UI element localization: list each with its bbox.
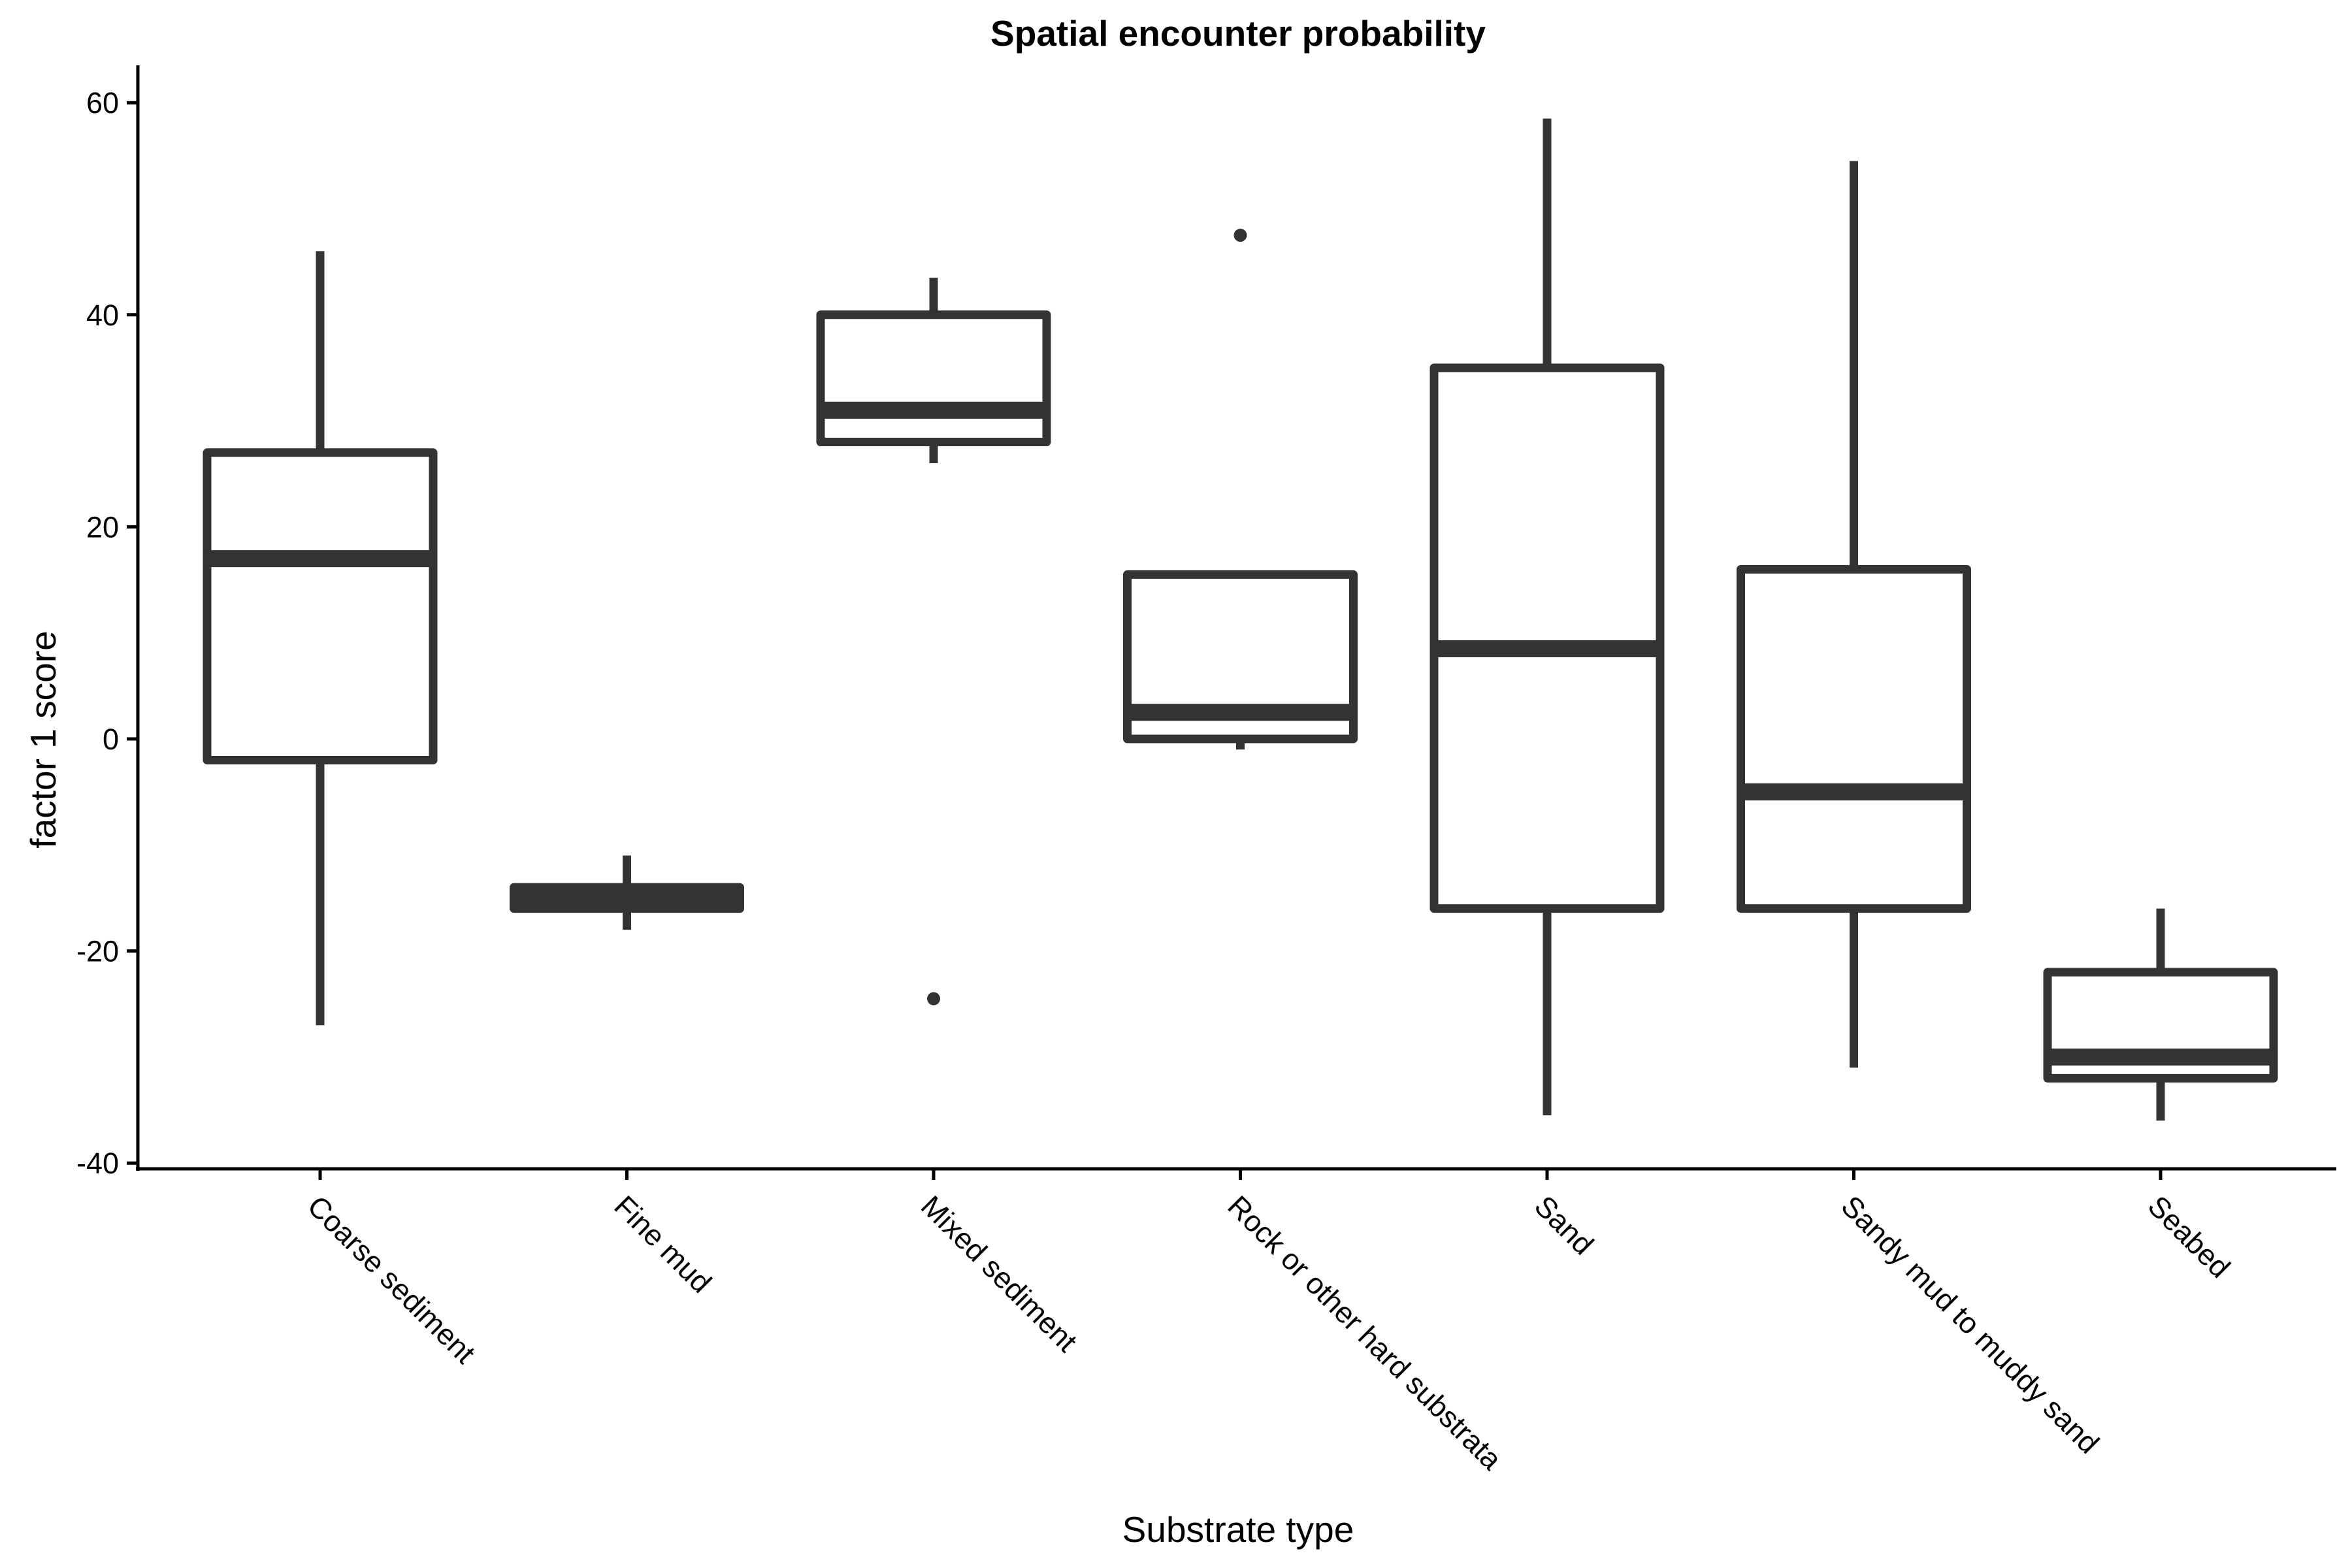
outlier-point: [927, 992, 940, 1005]
chart-title: Spatial encounter probability: [990, 13, 1486, 54]
iqr-box: [1429, 363, 1665, 913]
y-axis-title: factor 1 score: [23, 630, 63, 848]
x-tick-label: Sand: [1528, 1189, 1600, 1261]
y-tick-label: 20: [86, 510, 119, 544]
y-axis-ticks: 60 40 20 0 -20 -40: [76, 86, 138, 1180]
box-group: [203, 251, 438, 1026]
x-axis-title: Substrate type: [1122, 1509, 1354, 1550]
iqr-box: [816, 310, 1051, 447]
x-tick-label: Rock or other hard substrata: [1221, 1189, 1509, 1477]
x-tick-label: Coarse sediment: [301, 1189, 482, 1370]
iqr-box: [203, 448, 438, 764]
y-tick-label: 0: [103, 723, 119, 756]
outlier-point: [1233, 229, 1247, 242]
box-group: [1429, 118, 1665, 1116]
y-tick-label: 60: [86, 86, 119, 120]
y-tick-label: -20: [76, 935, 119, 968]
x-tick-label: Mixed sediment: [915, 1189, 1084, 1358]
x-tick-label: Fine mud: [608, 1189, 718, 1299]
box-group: [510, 855, 744, 930]
y-tick-label: -40: [76, 1147, 119, 1180]
x-axis-ticks: Coarse sediment Fine mud Mixed sediment Roc…: [301, 1169, 2237, 1477]
x-tick-label: Seabed: [2142, 1189, 2237, 1284]
iqr-box: [1737, 564, 1971, 913]
boxes-layer: [203, 118, 2278, 1121]
box-group: [2043, 908, 2278, 1121]
box-group: [816, 277, 1051, 1005]
box-group: [1123, 229, 1358, 750]
x-tick-label: Sandy mud to muddy sand: [1835, 1189, 2106, 1460]
y-tick-label: 40: [86, 299, 119, 332]
box-group: [1737, 161, 1971, 1068]
